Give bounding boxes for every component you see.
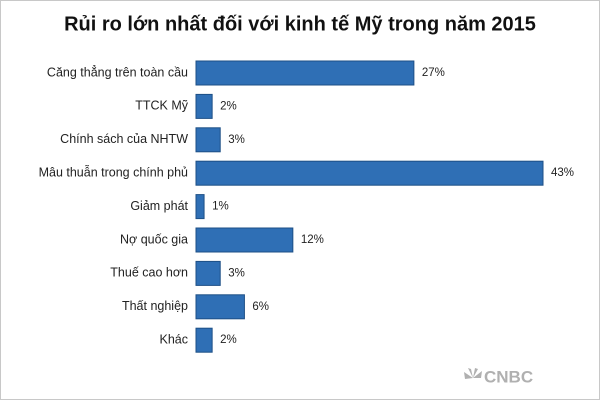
category-label: Căng thẳng trên toàn cầu — [47, 64, 188, 79]
bar — [195, 327, 213, 353]
value-label: 6% — [252, 301, 269, 313]
value-label: 3% — [228, 267, 245, 279]
bar — [195, 93, 213, 119]
logo-icon — [464, 368, 482, 379]
value-label: 3% — [228, 134, 245, 146]
category-label: Giảm phát — [130, 199, 188, 213]
value-label: 1% — [212, 201, 229, 213]
bar — [195, 160, 544, 186]
bar — [195, 294, 245, 320]
category-label: Thất nghiệp — [122, 299, 188, 313]
bar — [195, 127, 221, 153]
chart-title: Rủi ro lớn nhất đối với kinh tế Mỹ trong… — [64, 13, 536, 35]
value-label: 2% — [220, 100, 237, 112]
category-label: Thuế cao hơn — [110, 266, 188, 280]
bar — [195, 260, 221, 286]
category-label: TTCK Mỹ — [135, 99, 189, 113]
bar — [195, 60, 415, 86]
category-label: Nợ quốc gia — [120, 232, 188, 246]
category-label: Khác — [160, 332, 189, 346]
bar — [195, 194, 205, 220]
value-label: 27% — [422, 67, 445, 79]
value-label: 12% — [301, 234, 324, 246]
value-label: 43% — [551, 167, 574, 179]
logo: CNBC — [484, 367, 533, 386]
category-label: Chính sách của NHTW — [60, 132, 188, 146]
value-label: 2% — [220, 334, 237, 346]
bar — [195, 227, 294, 253]
category-label: Mâu thuẫn trong chính phủ — [39, 164, 188, 179]
